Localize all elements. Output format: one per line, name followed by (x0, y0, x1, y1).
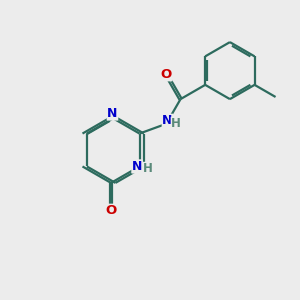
Text: N: N (132, 160, 142, 173)
Text: H: H (143, 162, 153, 176)
Text: O: O (105, 204, 117, 217)
Text: H: H (171, 117, 181, 130)
Text: N: N (107, 107, 118, 120)
Text: O: O (161, 68, 172, 81)
Text: N: N (162, 114, 173, 127)
